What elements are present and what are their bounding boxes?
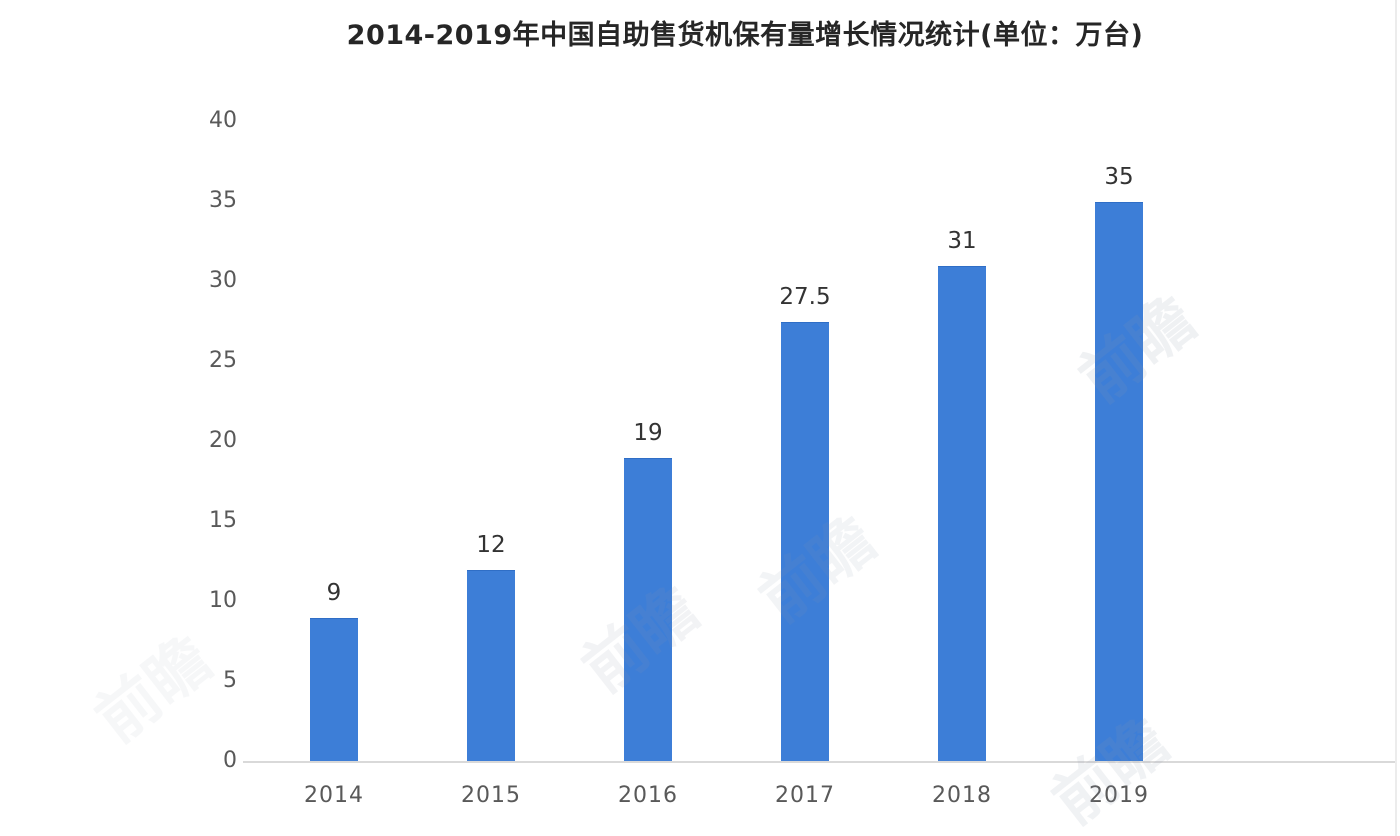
y-axis-tick-label: 35 <box>209 188 237 213</box>
y-axis-tick-label: 40 <box>209 108 237 133</box>
x-axis-label: 2014 <box>304 783 364 808</box>
y-axis-tick-label: 0 <box>223 748 237 773</box>
bar-value-label: 31 <box>947 228 977 254</box>
y-axis-tick-label: 15 <box>209 508 237 533</box>
x-axis-label: 2019 <box>1089 783 1149 808</box>
bar-2015 <box>467 570 515 763</box>
x-axis-label: 2018 <box>932 783 992 808</box>
bar-value-label: 12 <box>476 532 506 558</box>
x-axis-line <box>243 761 1395 763</box>
y-axis-tick-label: 30 <box>209 268 237 293</box>
bar-value-label: 27.5 <box>779 284 831 310</box>
chart-title: 2014-2019年中国自助售货机保有量增长情况统计(单位：万台) <box>346 20 1144 51</box>
y-axis-tick-label: 20 <box>209 428 237 453</box>
y-axis-tick-label: 5 <box>223 668 237 693</box>
bar-2018 <box>938 266 986 763</box>
bar-value-label: 35 <box>1104 164 1134 190</box>
x-axis-label: 2017 <box>775 783 835 808</box>
y-axis-tick-label: 25 <box>209 348 237 373</box>
y-axis-tick-label: 10 <box>209 588 237 613</box>
bar-2019 <box>1095 202 1143 763</box>
bar-2016 <box>624 458 672 763</box>
bar-2014 <box>310 618 358 763</box>
bar-value-label: 19 <box>633 420 663 446</box>
x-axis-label: 2015 <box>461 783 521 808</box>
bar-value-label: 9 <box>326 580 342 606</box>
x-axis-label: 2016 <box>618 783 678 808</box>
right-edge-divider <box>1395 0 1397 836</box>
bar-2017 <box>781 322 829 763</box>
